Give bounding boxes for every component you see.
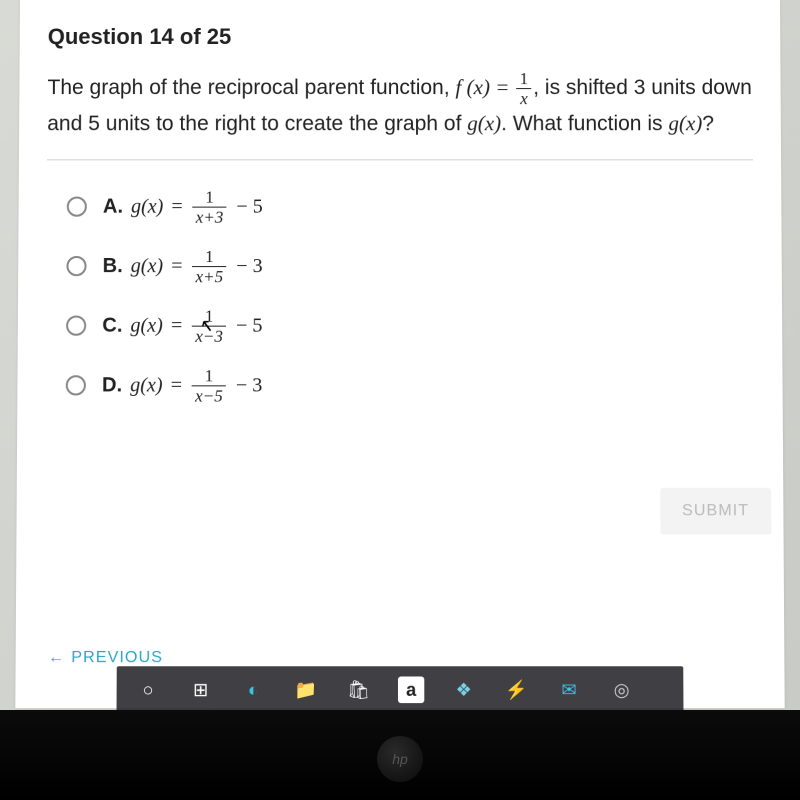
laptop-bezel: hp [0,710,800,800]
question-text: The graph of the reciprocal parent funct… [47,70,753,141]
option-math: g(x)=1x−3− 5↖ [130,307,213,344]
mail-icon[interactable]: ✉ [556,676,582,703]
option-letter: D. [102,374,122,397]
option-math: g(x)=1x+5− 3 [131,247,267,284]
radio-icon[interactable] [66,256,86,276]
chrome-icon[interactable]: ◎ [608,676,634,703]
amazon-icon[interactable]: a [398,676,424,703]
formula-lhs: f (x) = [455,75,514,99]
prompt-pre: The graph of the reciprocal parent funct… [47,76,455,99]
hp-logo-icon: hp [377,736,423,782]
gx-2: g(x) [668,111,702,135]
submit-button[interactable]: SUBMIT [660,488,772,535]
store-icon[interactable]: 🛍 [345,676,371,703]
taskbar: ○ ⊞ ◐ 📁 🛍 a ❖ ⚡ ✉ ◎ [117,666,684,713]
option-letter: A. [103,195,123,218]
task-view-icon[interactable]: ⊞ [187,676,213,703]
quiz-card: Question 14 of 25 The graph of the recip… [15,0,784,708]
power-icon[interactable]: ⚡ [503,676,529,703]
question-counter: Question 14 of 25 [48,24,753,50]
formula-frac: 1x [517,70,532,107]
explorer-icon[interactable]: 📁 [293,676,319,703]
option-d[interactable]: D. g(x)=1x−5− 3 [66,367,755,404]
previous-label: PREVIOUS [71,649,163,667]
radio-icon[interactable] [67,197,87,217]
dropbox-icon[interactable]: ❖ [451,676,477,703]
option-letter: C. [102,314,122,337]
radio-icon[interactable] [66,316,86,336]
formula-num: 1 [517,70,532,89]
options-list: A. g(x)=1x+3− 5 B. g(x)=1x+5− 3 C. g(x)=1x−3−… [46,188,755,404]
option-a[interactable]: A. g(x)=1x+3− 5 [67,188,754,225]
edge-icon[interactable]: ◐ [240,676,266,703]
option-c[interactable]: C. g(x)=1x−3− 5↖ [66,307,754,344]
radio-icon[interactable] [66,375,86,395]
screen-area: Question 14 of 25 The graph of the recip… [0,0,800,770]
qmark: ? [702,112,714,135]
prompt-post: . What function is [501,112,668,135]
gx-1: g(x) [467,111,501,135]
option-math: g(x)=1x−5− 3 [130,367,266,404]
previous-button[interactable]: ← PREVIOUS [48,649,163,667]
start-icon[interactable]: ○ [135,676,161,703]
arrow-left-icon: ← [48,649,65,667]
option-b[interactable]: B. g(x)=1x+5− 3 [66,247,753,284]
formula-den: x [517,89,532,107]
option-letter: B. [103,255,123,278]
option-math: g(x)=1x+3− 5 [131,188,267,225]
separator [47,159,753,160]
